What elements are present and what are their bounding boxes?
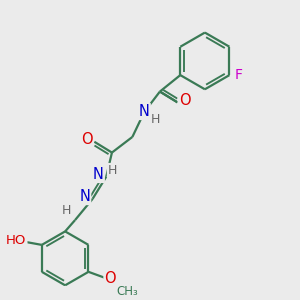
Text: N: N: [79, 189, 90, 204]
Text: F: F: [235, 68, 242, 82]
Text: H: H: [150, 113, 160, 126]
Text: O: O: [179, 93, 190, 108]
Text: H: H: [61, 205, 71, 218]
Text: H: H: [108, 164, 117, 177]
Text: HO: HO: [6, 234, 26, 247]
Text: O: O: [104, 271, 116, 286]
Text: O: O: [81, 132, 93, 147]
Text: N: N: [93, 167, 104, 182]
Text: CH₃: CH₃: [116, 285, 138, 298]
Text: N: N: [139, 104, 150, 119]
